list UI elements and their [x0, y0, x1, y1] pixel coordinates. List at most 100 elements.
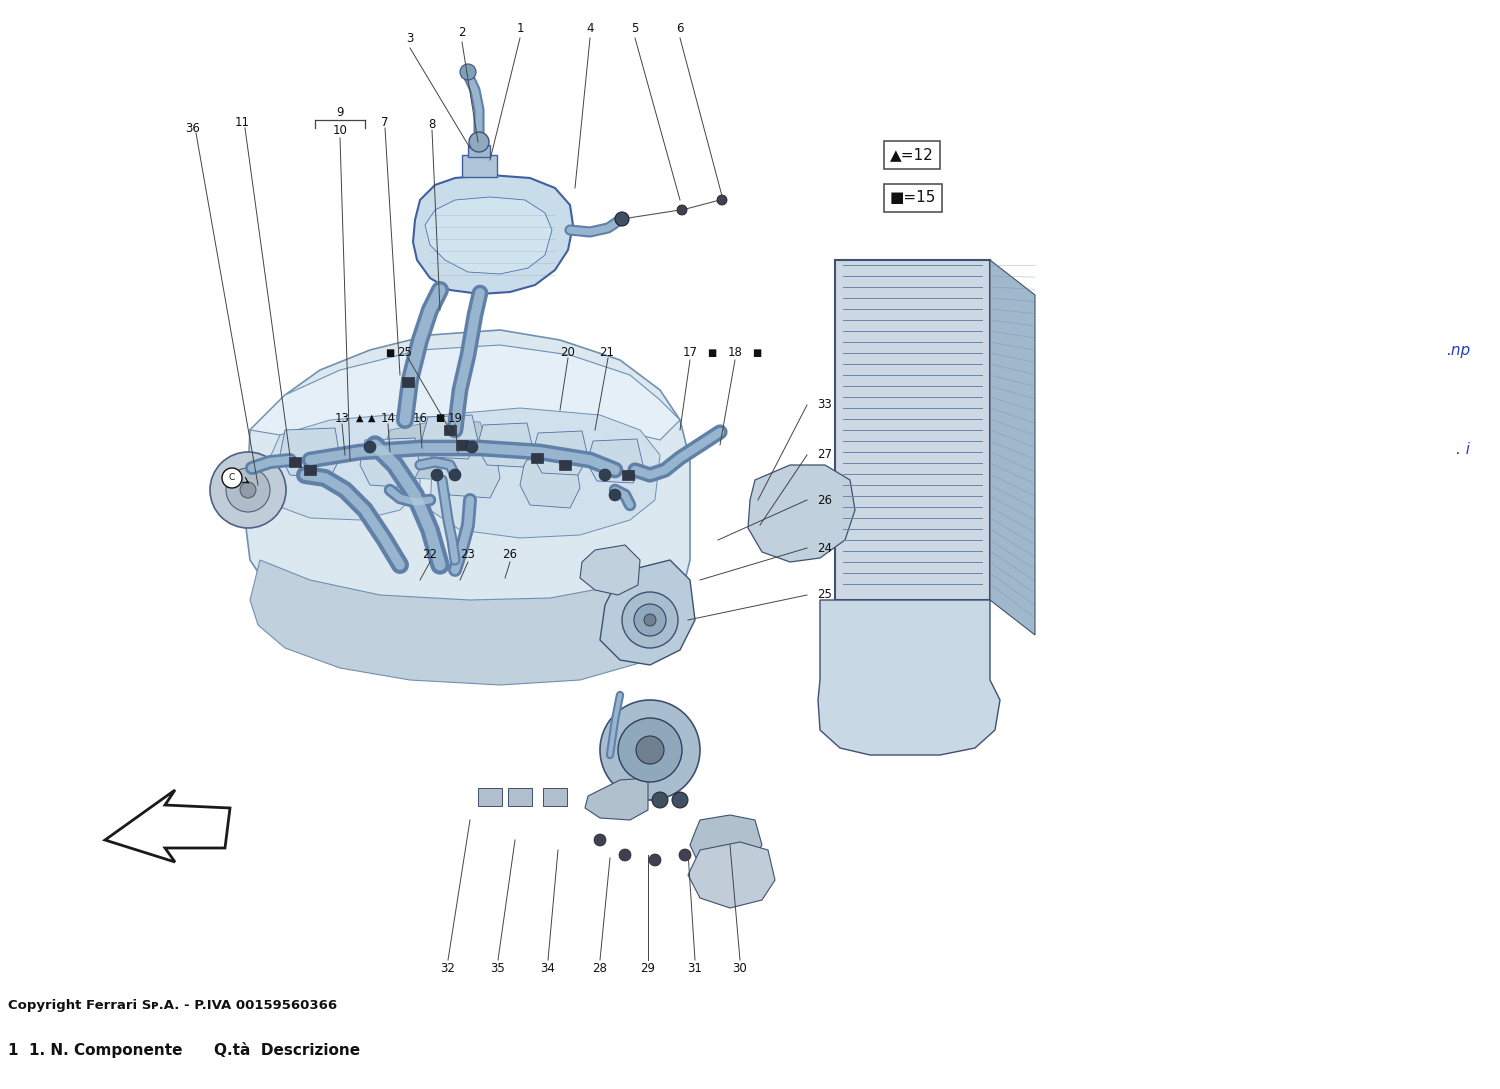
Text: 28: 28: [592, 962, 608, 975]
Bar: [560, 460, 572, 470]
Bar: [543, 788, 567, 806]
Circle shape: [652, 792, 668, 808]
Circle shape: [636, 736, 664, 764]
Circle shape: [618, 718, 682, 782]
Circle shape: [598, 469, 610, 481]
Circle shape: [240, 482, 256, 498]
Circle shape: [430, 469, 442, 481]
Circle shape: [210, 452, 286, 528]
Bar: [402, 377, 414, 387]
Bar: [622, 470, 634, 480]
Text: 7: 7: [381, 117, 388, 130]
Text: 29: 29: [640, 962, 656, 975]
Polygon shape: [251, 560, 680, 685]
Circle shape: [609, 489, 621, 501]
Text: 2: 2: [459, 25, 465, 38]
Polygon shape: [260, 415, 420, 521]
Polygon shape: [424, 197, 552, 274]
Text: 34: 34: [540, 962, 555, 975]
Text: 32: 32: [441, 962, 456, 975]
Polygon shape: [422, 415, 478, 458]
Polygon shape: [430, 408, 660, 538]
Bar: [531, 453, 543, 463]
Polygon shape: [105, 790, 230, 862]
Text: 20: 20: [561, 346, 576, 359]
Circle shape: [364, 441, 376, 453]
Circle shape: [620, 849, 632, 861]
Text: 13: 13: [334, 412, 350, 425]
Text: ▲: ▲: [369, 413, 375, 423]
Text: 35: 35: [490, 962, 506, 975]
Text: 5: 5: [632, 22, 639, 35]
Text: 17: 17: [682, 346, 698, 359]
Text: 27: 27: [818, 449, 833, 462]
Bar: [304, 465, 316, 475]
Text: 1: 1: [516, 22, 524, 35]
Text: ■: ■: [386, 348, 394, 358]
Text: Copyright Ferrari Sᴘ.A. - P.IVA 00159560366: Copyright Ferrari Sᴘ.A. - P.IVA 00159560…: [8, 999, 338, 1012]
Text: 8: 8: [429, 119, 435, 132]
Text: ▲=12: ▲=12: [890, 147, 933, 162]
Text: 18: 18: [728, 346, 742, 359]
Circle shape: [634, 604, 666, 636]
Text: 33: 33: [818, 399, 831, 412]
Polygon shape: [440, 448, 500, 498]
Text: 24: 24: [818, 541, 833, 554]
Text: 26: 26: [818, 493, 833, 506]
Polygon shape: [477, 423, 532, 467]
Text: 36: 36: [186, 122, 201, 135]
Polygon shape: [251, 345, 680, 440]
Text: .np: .np: [1446, 343, 1470, 357]
Bar: [468, 145, 490, 157]
Text: 23: 23: [460, 549, 476, 562]
Circle shape: [644, 614, 656, 626]
Circle shape: [594, 834, 606, 846]
Polygon shape: [990, 260, 1035, 635]
Bar: [836, 260, 990, 600]
Text: 25: 25: [818, 588, 833, 601]
Polygon shape: [688, 842, 776, 908]
Text: 11: 11: [234, 117, 249, 130]
Polygon shape: [586, 439, 644, 484]
Text: 3: 3: [406, 32, 414, 45]
Text: 22: 22: [423, 549, 438, 562]
Text: ▲: ▲: [357, 413, 363, 423]
Bar: [444, 425, 456, 435]
Circle shape: [622, 592, 678, 648]
Circle shape: [600, 700, 700, 800]
Polygon shape: [580, 544, 640, 595]
Circle shape: [448, 469, 460, 481]
Polygon shape: [690, 815, 762, 870]
Text: . i: . i: [1456, 442, 1470, 457]
Polygon shape: [585, 778, 648, 820]
Bar: [456, 440, 468, 450]
Bar: [478, 788, 502, 806]
Text: 6: 6: [676, 22, 684, 35]
Polygon shape: [244, 330, 690, 675]
Text: 25: 25: [398, 346, 412, 359]
Circle shape: [615, 212, 628, 227]
Text: 9: 9: [336, 107, 344, 120]
Text: 19: 19: [447, 412, 462, 425]
Text: 26: 26: [503, 549, 518, 562]
Bar: [290, 457, 302, 467]
Text: 31: 31: [687, 962, 702, 975]
Text: ■: ■: [708, 348, 717, 358]
Text: C: C: [230, 474, 236, 482]
Polygon shape: [520, 458, 580, 507]
Polygon shape: [600, 560, 694, 665]
Circle shape: [680, 849, 692, 861]
Circle shape: [466, 441, 478, 453]
Polygon shape: [360, 438, 420, 488]
Polygon shape: [532, 431, 588, 475]
Text: 21: 21: [600, 346, 615, 359]
Circle shape: [672, 792, 688, 808]
Text: 4: 4: [586, 22, 594, 35]
Text: 10: 10: [333, 123, 348, 136]
Text: ■: ■: [753, 348, 762, 358]
Text: 16: 16: [413, 412, 428, 425]
Circle shape: [226, 468, 270, 512]
Circle shape: [717, 195, 728, 205]
Circle shape: [460, 64, 476, 79]
Bar: [462, 155, 496, 178]
